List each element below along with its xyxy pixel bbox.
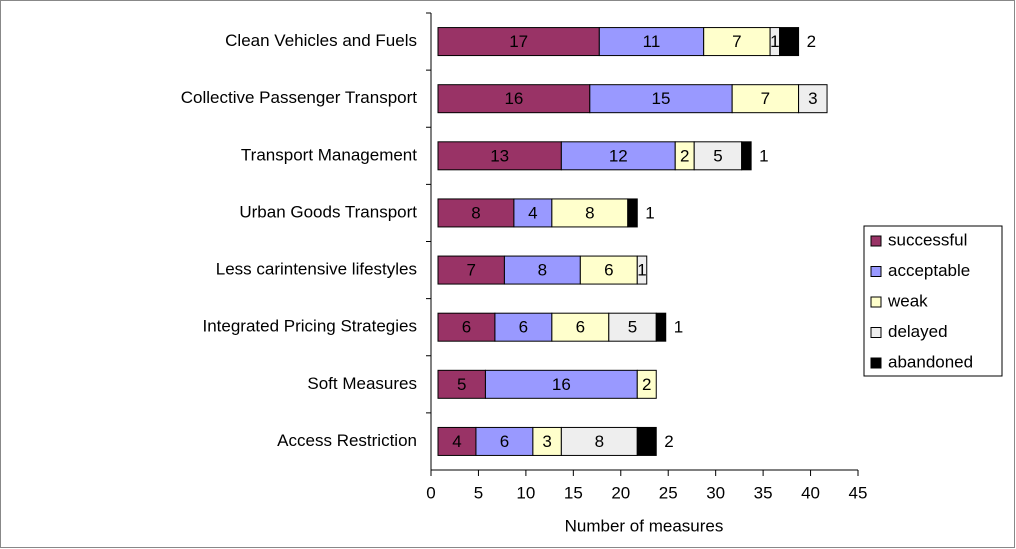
bar-segment: [608, 312, 657, 342]
x-tick-label: 40: [801, 483, 820, 502]
x-tick-label: 10: [516, 483, 535, 502]
bar-segment: [655, 312, 667, 342]
x-axis-title: Number of measures: [565, 516, 724, 535]
data-label: 1: [770, 32, 779, 51]
bar-segment: [532, 426, 562, 456]
bar-segment: [636, 255, 648, 285]
legend-label: abandoned: [888, 352, 973, 371]
bar-segment: [503, 255, 581, 285]
bar-segment: [636, 369, 657, 399]
bar-segment: [779, 27, 800, 57]
data-label: 1: [674, 318, 683, 337]
data-label: 6: [500, 432, 509, 451]
bar-segment: [437, 312, 496, 342]
data-label: 5: [457, 375, 466, 394]
bar-segment: [636, 426, 657, 456]
y-tick-label: Transport Management: [241, 145, 417, 164]
bar-segment: [798, 84, 828, 114]
data-label: 6: [462, 318, 471, 337]
data-label: 8: [585, 203, 594, 222]
data-label: 12: [609, 146, 628, 165]
legend-swatch: [870, 296, 882, 308]
legend-label: delayed: [888, 322, 948, 341]
data-label: 6: [519, 318, 528, 337]
y-tick-label: Less carintensive lifestyles: [216, 260, 417, 279]
bar-segment: [437, 369, 486, 399]
bar-segment: [494, 312, 553, 342]
data-label: 5: [713, 146, 722, 165]
bar-segment: [703, 27, 771, 57]
x-tick-label: 35: [754, 483, 773, 502]
y-tick-label: Collective Passenger Transport: [181, 88, 418, 107]
legend-swatch: [870, 357, 882, 369]
data-label: 2: [642, 375, 651, 394]
bar-segment: [693, 141, 743, 171]
y-tick-label: Clean Vehicles and Fuels: [225, 31, 417, 50]
bar-segment: [475, 426, 534, 456]
data-label: 2: [664, 432, 673, 451]
legend-label: successful: [888, 230, 967, 249]
data-label: 6: [604, 261, 613, 280]
y-tick-label: Urban Goods Transport: [239, 202, 417, 221]
data-label: 7: [761, 89, 770, 108]
data-label: 1: [759, 146, 768, 165]
legend-box: [863, 225, 1003, 377]
data-label: 17: [509, 32, 528, 51]
legend-label: acceptable: [888, 261, 970, 280]
data-label: 8: [595, 432, 604, 451]
x-tick-label: 25: [659, 483, 678, 502]
legend-swatch: [870, 235, 882, 247]
bar-segment: [437, 141, 562, 171]
bar-segment: [484, 369, 638, 399]
bar-segment: [741, 141, 752, 171]
data-label: 15: [652, 89, 671, 108]
x-tick-label: 5: [474, 483, 483, 502]
bar-segment: [579, 255, 638, 285]
bar-segment: [437, 255, 505, 285]
bar-segment: [513, 198, 553, 228]
x-tick-label: 0: [426, 483, 435, 502]
data-label: 7: [732, 32, 741, 51]
data-label: 3: [808, 89, 817, 108]
bar-segment: [598, 27, 705, 57]
bar-segment: [560, 426, 638, 456]
data-label: 4: [528, 203, 537, 222]
bar-segment: [437, 27, 600, 57]
data-label: 6: [576, 318, 585, 337]
x-tick-label: 45: [849, 483, 868, 502]
y-tick-label: Access Restriction: [277, 431, 417, 450]
bar-segment: [551, 312, 610, 342]
data-label: 2: [680, 146, 689, 165]
data-label: 1: [637, 261, 646, 280]
y-tick-label: Soft Measures: [307, 374, 417, 393]
data-label: 7: [466, 261, 475, 280]
data-label: 16: [504, 89, 523, 108]
bar-segment: [551, 198, 629, 228]
x-tick-label: 20: [611, 483, 630, 502]
bar-segment: [627, 198, 638, 228]
legend-swatch: [870, 266, 882, 277]
bar-segment: [731, 84, 800, 114]
bar-segment: [560, 141, 676, 171]
data-label: 2: [807, 32, 816, 51]
y-tick-label: Integrated Pricing Strategies: [202, 317, 417, 336]
legend-swatch: [870, 327, 882, 338]
legend-label: weak: [887, 291, 928, 310]
data-label: 3: [542, 432, 551, 451]
data-label: 11: [643, 32, 661, 51]
x-tick-label: 15: [564, 483, 583, 502]
data-label: 5: [628, 318, 637, 337]
bar-segment: [437, 198, 515, 228]
data-label: 13: [490, 146, 509, 165]
data-label: 1: [645, 203, 654, 222]
data-label: 4: [452, 432, 461, 451]
x-tick-label: 30: [706, 483, 725, 502]
data-label: 16: [552, 375, 571, 394]
data-label: 8: [538, 261, 547, 280]
data-label: 8: [471, 203, 480, 222]
